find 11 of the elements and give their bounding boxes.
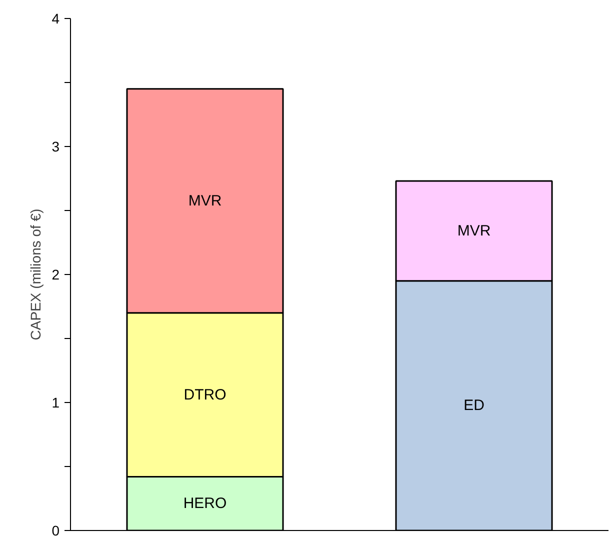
y-axis-title: CAPEX (milions of €) — [28, 208, 44, 340]
y-tick-label: 2 — [52, 266, 60, 282]
series-label: MVR — [457, 222, 491, 240]
y-tick-label: 4 — [52, 10, 60, 26]
series-label: HERO — [183, 495, 227, 512]
y-tick-label: 0 — [52, 522, 60, 538]
series-label: ED — [464, 397, 485, 414]
y-tick-label: 3 — [52, 138, 60, 154]
y-tick-label: 1 — [52, 394, 60, 410]
series-label: DTRO — [184, 386, 226, 404]
series-label: MVR — [188, 192, 222, 210]
